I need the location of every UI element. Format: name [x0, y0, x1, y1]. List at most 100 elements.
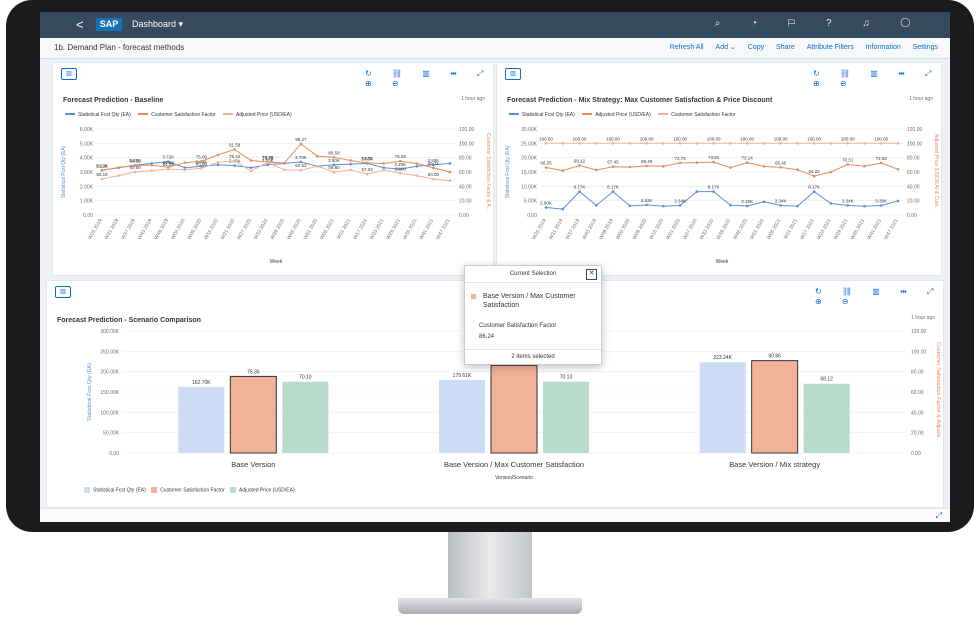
data-point	[611, 142, 615, 145]
share-button[interactable]: Share	[776, 44, 795, 51]
bar	[751, 360, 799, 454]
data-label: 75.00	[196, 154, 208, 159]
fullscreen-icon[interactable]: ⤢	[935, 511, 942, 520]
x-tick-label: W39 2020	[716, 218, 733, 241]
y2-tick-label: 60.00	[459, 170, 472, 176]
data-point	[233, 148, 236, 151]
data-point	[216, 153, 220, 157]
data-point	[183, 168, 187, 172]
selection-swatch	[471, 294, 476, 299]
monitor-stand-base	[398, 598, 582, 614]
data-label: 100.00	[606, 136, 620, 141]
bar	[282, 381, 329, 453]
x-tick-label: W09 2020	[187, 218, 204, 241]
y2-tick-label: 40.00	[911, 410, 924, 416]
x-tick-label: W11 2021	[783, 218, 800, 241]
y-tick-label: 50.00K	[103, 431, 120, 437]
selected-item: Base Version / Max Customer Satisfaction	[483, 293, 576, 309]
x-tick-label: W35 2021	[402, 218, 419, 241]
x-tick-label: W37 2019	[565, 218, 582, 241]
data-point	[249, 166, 253, 169]
data-point	[183, 166, 187, 169]
data-point	[645, 164, 648, 168]
data-point	[846, 163, 850, 166]
bar-chart-legend: Statistical Fcst Qty (EA) Customer Satis…	[80, 487, 295, 493]
baseline-line-chart: 0.00 1.00K 2.00K 3.00K 4.00K 5.00K 6.00K 0.00 20…	[61, 127, 491, 265]
sap-logo: SAP	[96, 18, 122, 31]
y2-tick-label: 120.00	[459, 127, 475, 133]
data-point	[863, 142, 866, 145]
last-updated: 1 hour ago	[909, 96, 933, 102]
dashboard-menu[interactable]: Dashboard ▾	[132, 19, 184, 29]
data-point	[762, 165, 766, 168]
bar-data-label: 70.13	[560, 375, 573, 381]
data-label: 100.00	[874, 136, 888, 141]
data-label: 100.00	[740, 136, 754, 141]
data-point	[398, 159, 402, 163]
chart-toolbar-icons[interactable]: ↻ ⛓ ▥ ⇹ ⤢ ⊕ ⊖	[365, 69, 493, 88]
data-point	[879, 142, 883, 145]
data-label: 3.34K	[674, 198, 686, 203]
data-label: 70.51	[842, 157, 854, 162]
x-tick-label: W33 2020	[699, 218, 716, 241]
bar-data-label: 75.35	[247, 369, 260, 375]
x-tick-label: W43 2019	[581, 218, 598, 241]
data-point	[561, 207, 565, 211]
data-label: 69.12	[130, 158, 142, 163]
measure-label: Customer Satisfaction Factor	[479, 323, 557, 329]
data-label: 100.00	[807, 136, 821, 141]
legend-label: Customer Satisfaction Factor	[160, 487, 225, 494]
data-label: 75.42	[229, 154, 241, 159]
data-point	[695, 142, 699, 145]
shell-action-icons[interactable]: ⌕ ◔ ⚐ ? ♫ ◯	[714, 18, 924, 29]
data-label: 8.17K	[808, 185, 820, 190]
x-axis-title: Week	[270, 259, 283, 265]
close-icon[interactable]: ✕	[586, 269, 597, 280]
data-point	[448, 170, 452, 174]
x-tick-label: W21 2020	[665, 218, 682, 241]
data-label: 64.08	[163, 162, 175, 167]
chart-type-icon[interactable]: ▥	[61, 68, 77, 80]
data-label: 3.60K	[361, 156, 373, 161]
data-point	[448, 179, 452, 182]
chart-toolbar-icons[interactable]: ↻ ⛓ ▥ ⇹ ⤢ ⊕ ⊖	[813, 69, 941, 88]
legend-label: Statistical Fcst Qty (EA)	[78, 112, 131, 118]
x-tick-label: W31 2019	[104, 218, 121, 241]
chart-type-icon[interactable]: ▥	[55, 286, 71, 298]
refresh-all-button[interactable]: Refresh All	[669, 44, 704, 51]
back-icon[interactable]: <	[76, 17, 84, 32]
data-label: 8.17K	[708, 185, 720, 190]
data-point	[365, 172, 369, 176]
y-tick-label: 300.00K	[100, 329, 119, 335]
information-button[interactable]: Information	[865, 44, 901, 51]
attribute-filters-button[interactable]: Attribute Filters	[806, 44, 854, 51]
data-point	[216, 163, 220, 167]
data-point	[100, 177, 104, 181]
data-label: 62.53	[295, 163, 307, 168]
y2-tick-label: 80.00	[911, 370, 924, 376]
legend-swatch	[84, 487, 90, 493]
data-point	[183, 161, 187, 164]
y-tick-label: 4.00K	[80, 156, 94, 162]
data-point	[561, 142, 565, 145]
data-point	[133, 164, 137, 167]
data-label: 60.00	[130, 165, 142, 170]
copy-button[interactable]: Copy	[747, 44, 765, 51]
data-label: 73.81	[708, 155, 720, 160]
data-point	[662, 165, 665, 168]
add-button[interactable]: Add ⌄	[715, 44, 736, 51]
legend-label: Customer Satisfaction Factor	[151, 112, 216, 118]
data-point	[266, 161, 270, 164]
data-point	[332, 170, 336, 174]
data-label: 73.14	[742, 156, 754, 161]
data-point	[896, 168, 900, 171]
data-point	[779, 204, 782, 207]
data-point	[150, 169, 154, 172]
x-tick-label: W23 2021	[369, 218, 386, 241]
chart-type-icon[interactable]: ▥	[505, 68, 521, 80]
category-label: Base Version / Mix strategy	[729, 460, 820, 469]
chart-toolbar-icons[interactable]: ↻ ⛓ ▥ ⇹ ⤢ ⊕ ⊖	[815, 287, 943, 306]
data-point	[796, 204, 799, 208]
data-point	[233, 159, 236, 163]
settings-button[interactable]: Settings	[912, 44, 938, 51]
